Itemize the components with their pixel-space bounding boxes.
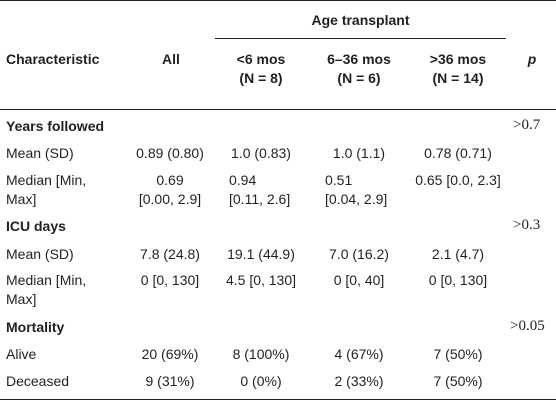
header-all: All xyxy=(162,51,180,67)
cell-6-36: 2 (33%) xyxy=(334,373,384,389)
cell-lt6: 0 (0%) xyxy=(240,373,282,389)
section-title: ICU days xyxy=(6,218,66,234)
cell-lt6: 4.5 [0, 130] xyxy=(225,272,297,288)
row-label: Median [Min, xyxy=(6,172,87,188)
row-label: Mean (SD) xyxy=(6,145,74,161)
p-value: >0.05 xyxy=(510,318,545,334)
bottom-rule xyxy=(0,399,556,400)
cell-6-36: 7.0 (16.2) xyxy=(329,246,389,262)
cell-lt6: 0.94 xyxy=(229,172,257,188)
section-title: Years followed xyxy=(6,118,105,134)
cell-all-cont: [0.00, 2.9] xyxy=(138,191,202,207)
row-label: Median [Min, xyxy=(6,272,87,288)
header-rule xyxy=(0,109,556,110)
cell-6-36-cont: [0.04, 2.9] xyxy=(325,191,388,207)
header-gt36-n: (N = 14) xyxy=(432,70,484,86)
cell-gt36: 7 (50%) xyxy=(433,373,483,389)
header-group-label: Age transplant xyxy=(311,12,410,28)
header-characteristic: Characteristic xyxy=(6,51,100,67)
cell-lt6: 19.1 (44.9) xyxy=(227,246,295,262)
section-title: Mortality xyxy=(6,319,65,335)
top-rule xyxy=(0,0,556,1)
cell-all: 0.89 (0.80) xyxy=(136,145,204,161)
header-lt6-n: (N = 8) xyxy=(239,70,283,86)
header-gt36: >36 mos xyxy=(429,51,487,67)
header-lt6: <6 mos xyxy=(236,51,286,67)
cell-lt6: 8 (100%) xyxy=(232,346,290,362)
p-value: >0.3 xyxy=(513,217,541,233)
cell-gt36: 2.1 (4.7) xyxy=(431,246,485,262)
cell-gt36: 0.65 [0.0, 2.3] xyxy=(415,172,501,188)
cell-gt36: 0.78 (0.71) xyxy=(424,145,492,161)
cell-gt36: 0 [0, 130] xyxy=(428,272,488,288)
cell-6-36: 4 (67%) xyxy=(334,346,384,362)
cell-all: 0 [0, 130] xyxy=(140,272,200,288)
cell-all: 9 (31%) xyxy=(145,373,195,389)
cell-all: 20 (69%) xyxy=(141,346,199,362)
cell-lt6-cont: [0.11, 2.6] xyxy=(229,191,291,207)
row-label-cont: Max] xyxy=(6,291,37,307)
header-p: p xyxy=(527,51,537,67)
row-label: Alive xyxy=(6,346,37,362)
cell-all: 0.69 xyxy=(156,172,184,188)
cell-all: 7.8 (24.8) xyxy=(140,246,200,262)
cell-gt36: 7 (50%) xyxy=(433,346,483,362)
p-value: >0.7 xyxy=(513,117,541,133)
cell-6-36: 0 [0, 40] xyxy=(333,272,385,288)
row-label: Deceased xyxy=(6,373,70,389)
cell-6-36: 0.51 xyxy=(325,172,353,188)
header-6-36-n: (N = 6) xyxy=(337,70,381,86)
cell-6-36: 1.0 (1.1) xyxy=(332,145,386,161)
row-label-cont: Max] xyxy=(6,191,37,207)
group-underline xyxy=(215,38,506,39)
header-6-36: 6–36 mos xyxy=(327,51,391,67)
cell-lt6: 1.0 (0.83) xyxy=(231,145,291,161)
row-label: Mean (SD) xyxy=(6,246,74,262)
